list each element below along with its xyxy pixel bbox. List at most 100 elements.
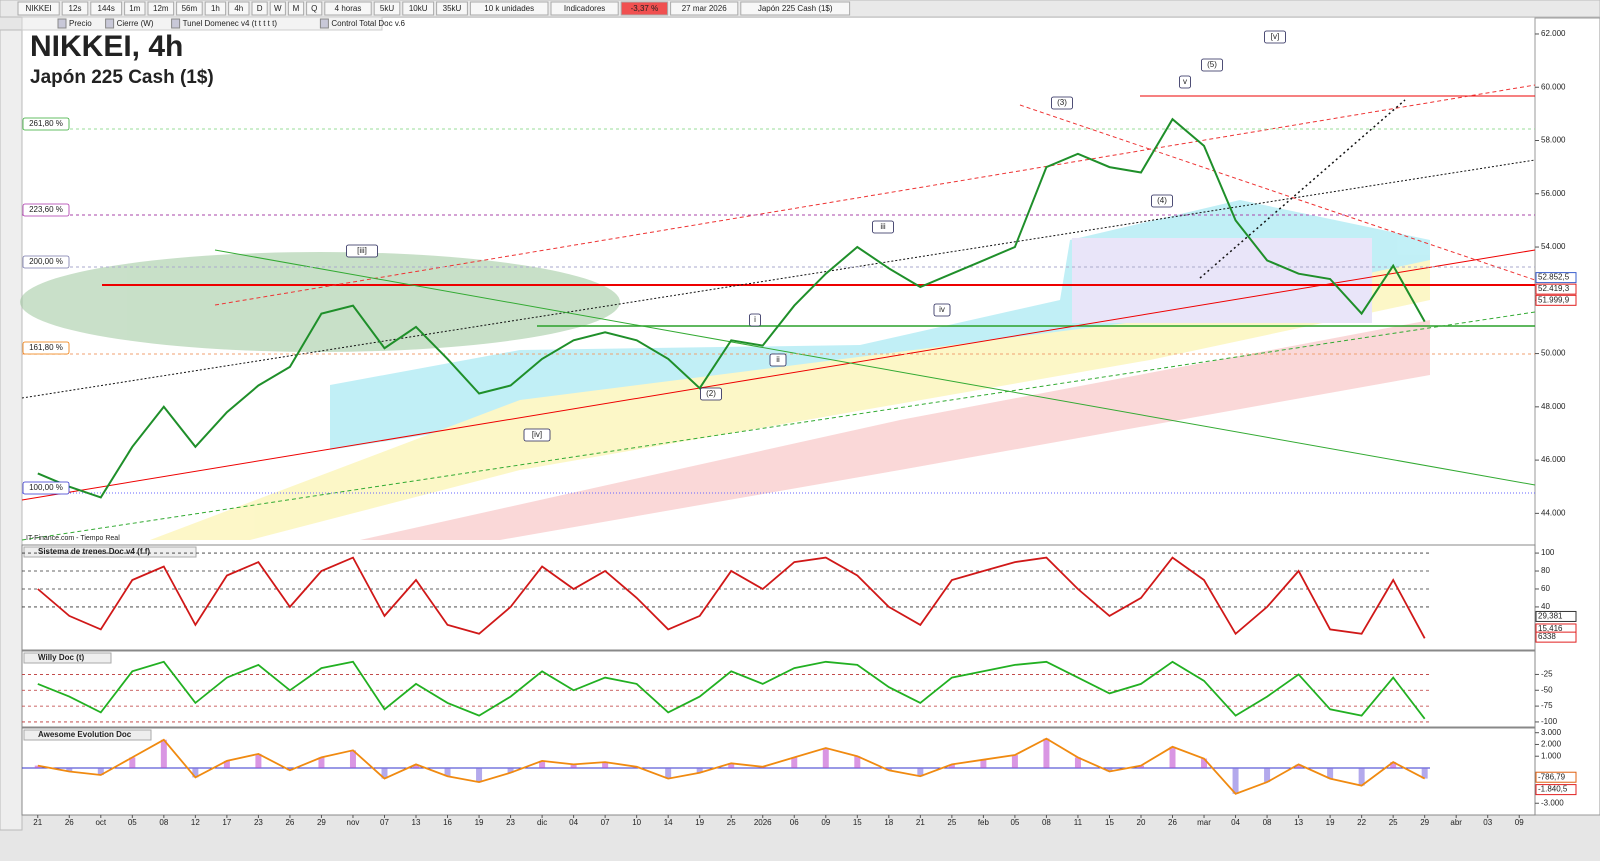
- study-chip[interactable]: [57, 18, 67, 29]
- x-tick-label: 15: [853, 818, 862, 827]
- toolbar-label[interactable]: 27 mar 2026: [682, 4, 727, 13]
- toolbar-button[interactable]: [251, 1, 268, 16]
- histogram-bar: [476, 767, 483, 783]
- toolbar-label[interactable]: 1h: [211, 4, 220, 13]
- study-chip[interactable]: [105, 18, 115, 29]
- histogram-bar: [728, 763, 735, 768]
- price-axis: [1534, 17, 1600, 816]
- toolbar-button[interactable]: [740, 1, 851, 16]
- toolbar-button[interactable]: [373, 1, 401, 16]
- panel-title: Willy Doc (t): [38, 653, 84, 662]
- y-tick-label: -25: [1541, 670, 1553, 679]
- annotation: v: [1183, 77, 1187, 86]
- toolbar-button[interactable]: [124, 1, 146, 16]
- toolbar-label[interactable]: 12m: [153, 4, 169, 13]
- toolbar-label[interactable]: Japón 225 Cash (1$): [758, 4, 833, 13]
- toolbar-label[interactable]: 144s: [98, 4, 115, 13]
- x-tick-label: 18: [884, 818, 893, 827]
- toolbar-label[interactable]: -3,37 %: [631, 4, 659, 13]
- trend-line: [21, 159, 1536, 399]
- y-tick-label: -100: [1541, 717, 1558, 726]
- toolbar-label[interactable]: 35kU: [443, 4, 462, 13]
- histogram-bar: [822, 747, 829, 768]
- histogram-bar: [1390, 762, 1397, 768]
- annotation-box: [872, 220, 894, 234]
- x-tick-label: 07: [380, 818, 389, 827]
- toolbar-button[interactable]: [402, 1, 435, 16]
- toolbar-label[interactable]: 1m: [129, 4, 140, 13]
- y-tick-label: 50.000: [1541, 349, 1566, 358]
- x-tick-label: 20: [1137, 818, 1146, 827]
- x-tick-label: 25: [947, 818, 956, 827]
- histogram-bar: [34, 765, 41, 768]
- toolbar-label[interactable]: D: [257, 4, 263, 13]
- price-tag: [1535, 272, 1577, 284]
- toolbar-label[interactable]: NIKKEI: [25, 4, 51, 13]
- series-line: [37, 660, 1426, 720]
- toolbar-label[interactable]: 4 horas: [335, 4, 362, 13]
- toolbar-button[interactable]: [147, 1, 175, 16]
- toolbar-button[interactable]: [469, 1, 549, 16]
- histogram-bar: [1074, 757, 1081, 768]
- toolbar-button[interactable]: [90, 1, 123, 16]
- x-tick-label: 08: [1042, 818, 1051, 827]
- annotation-box: [1264, 30, 1286, 44]
- toolbar-label[interactable]: Q: [311, 4, 317, 13]
- source-note: IT-Finance.com - Tiempo Real: [26, 535, 120, 542]
- toolbar-button[interactable]: [176, 1, 203, 16]
- toolbar-button[interactable]: [670, 1, 739, 16]
- x-tick-label: 15: [1105, 818, 1114, 827]
- x-tick-label: 19: [1326, 818, 1335, 827]
- study-chip[interactable]: [319, 18, 329, 29]
- study-label[interactable]: Tunel Domenec v4 (t t t t t): [183, 19, 278, 28]
- toolbar-label[interactable]: 12s: [69, 4, 82, 13]
- annotation-box: [22, 481, 70, 495]
- toolbar-label[interactable]: 10kU: [409, 4, 428, 13]
- y-tick-label: 60: [1541, 584, 1550, 593]
- annotation-box: [1051, 96, 1073, 110]
- toolbar-label[interactable]: Indicadores: [564, 4, 605, 13]
- study-chip[interactable]: [171, 18, 181, 29]
- trend-line: [21, 249, 1536, 501]
- toolbar-button[interactable]: [306, 1, 323, 16]
- toolbar-label[interactable]: 5kU: [380, 4, 394, 13]
- toolbar-button[interactable]: [269, 1, 286, 16]
- toolbar-label[interactable]: 56m: [182, 4, 198, 13]
- toolbar-button[interactable]: [61, 1, 89, 16]
- histogram-bar: [255, 753, 262, 768]
- x-tick-label: 26: [1168, 818, 1177, 827]
- toolbar-button[interactable]: [324, 1, 372, 16]
- study-label[interactable]: Precio: [69, 19, 92, 28]
- histogram-bar: [1011, 755, 1018, 768]
- toolbar-button[interactable]: [204, 1, 227, 16]
- chart-subtitle: Japón 225 Cash (1$): [30, 67, 214, 88]
- toolbar-button[interactable]: [17, 1, 60, 16]
- histogram-bar: [1106, 767, 1113, 772]
- toolbar-button[interactable]: [620, 1, 669, 16]
- x-tick-label: 14: [664, 818, 673, 827]
- x-tick-label: 08: [159, 818, 168, 827]
- x-tick-label: 13: [412, 818, 421, 827]
- toolbar-button[interactable]: [287, 1, 305, 16]
- x-tick-label: 23: [506, 818, 515, 827]
- histogram-bar: [318, 757, 325, 768]
- toolbar-label[interactable]: M: [293, 4, 300, 13]
- y-tick-label: -3.000: [1541, 798, 1564, 807]
- x-tick-label: 10: [632, 818, 641, 827]
- histogram-bar: [1327, 767, 1334, 779]
- histogram-bar: [1358, 767, 1365, 786]
- channel-band: [360, 320, 1430, 540]
- study-label[interactable]: Cierre (W): [117, 19, 154, 28]
- toolbar-label[interactable]: W: [274, 4, 282, 13]
- toolbar-button[interactable]: [436, 1, 468, 16]
- x-tick-label: 04: [1231, 818, 1240, 827]
- x-tick-label: 26: [285, 818, 294, 827]
- toolbar-label[interactable]: 10 k unidades: [484, 4, 534, 13]
- toolbar-label[interactable]: 4h: [234, 4, 243, 13]
- study-label[interactable]: Control Total Doc v.6: [331, 19, 405, 28]
- toolbar-button[interactable]: [228, 1, 250, 16]
- toolbar-button[interactable]: [550, 1, 619, 16]
- x-tick-label: 29: [317, 818, 326, 827]
- price-tag-label: -1.840,5: [1538, 785, 1568, 794]
